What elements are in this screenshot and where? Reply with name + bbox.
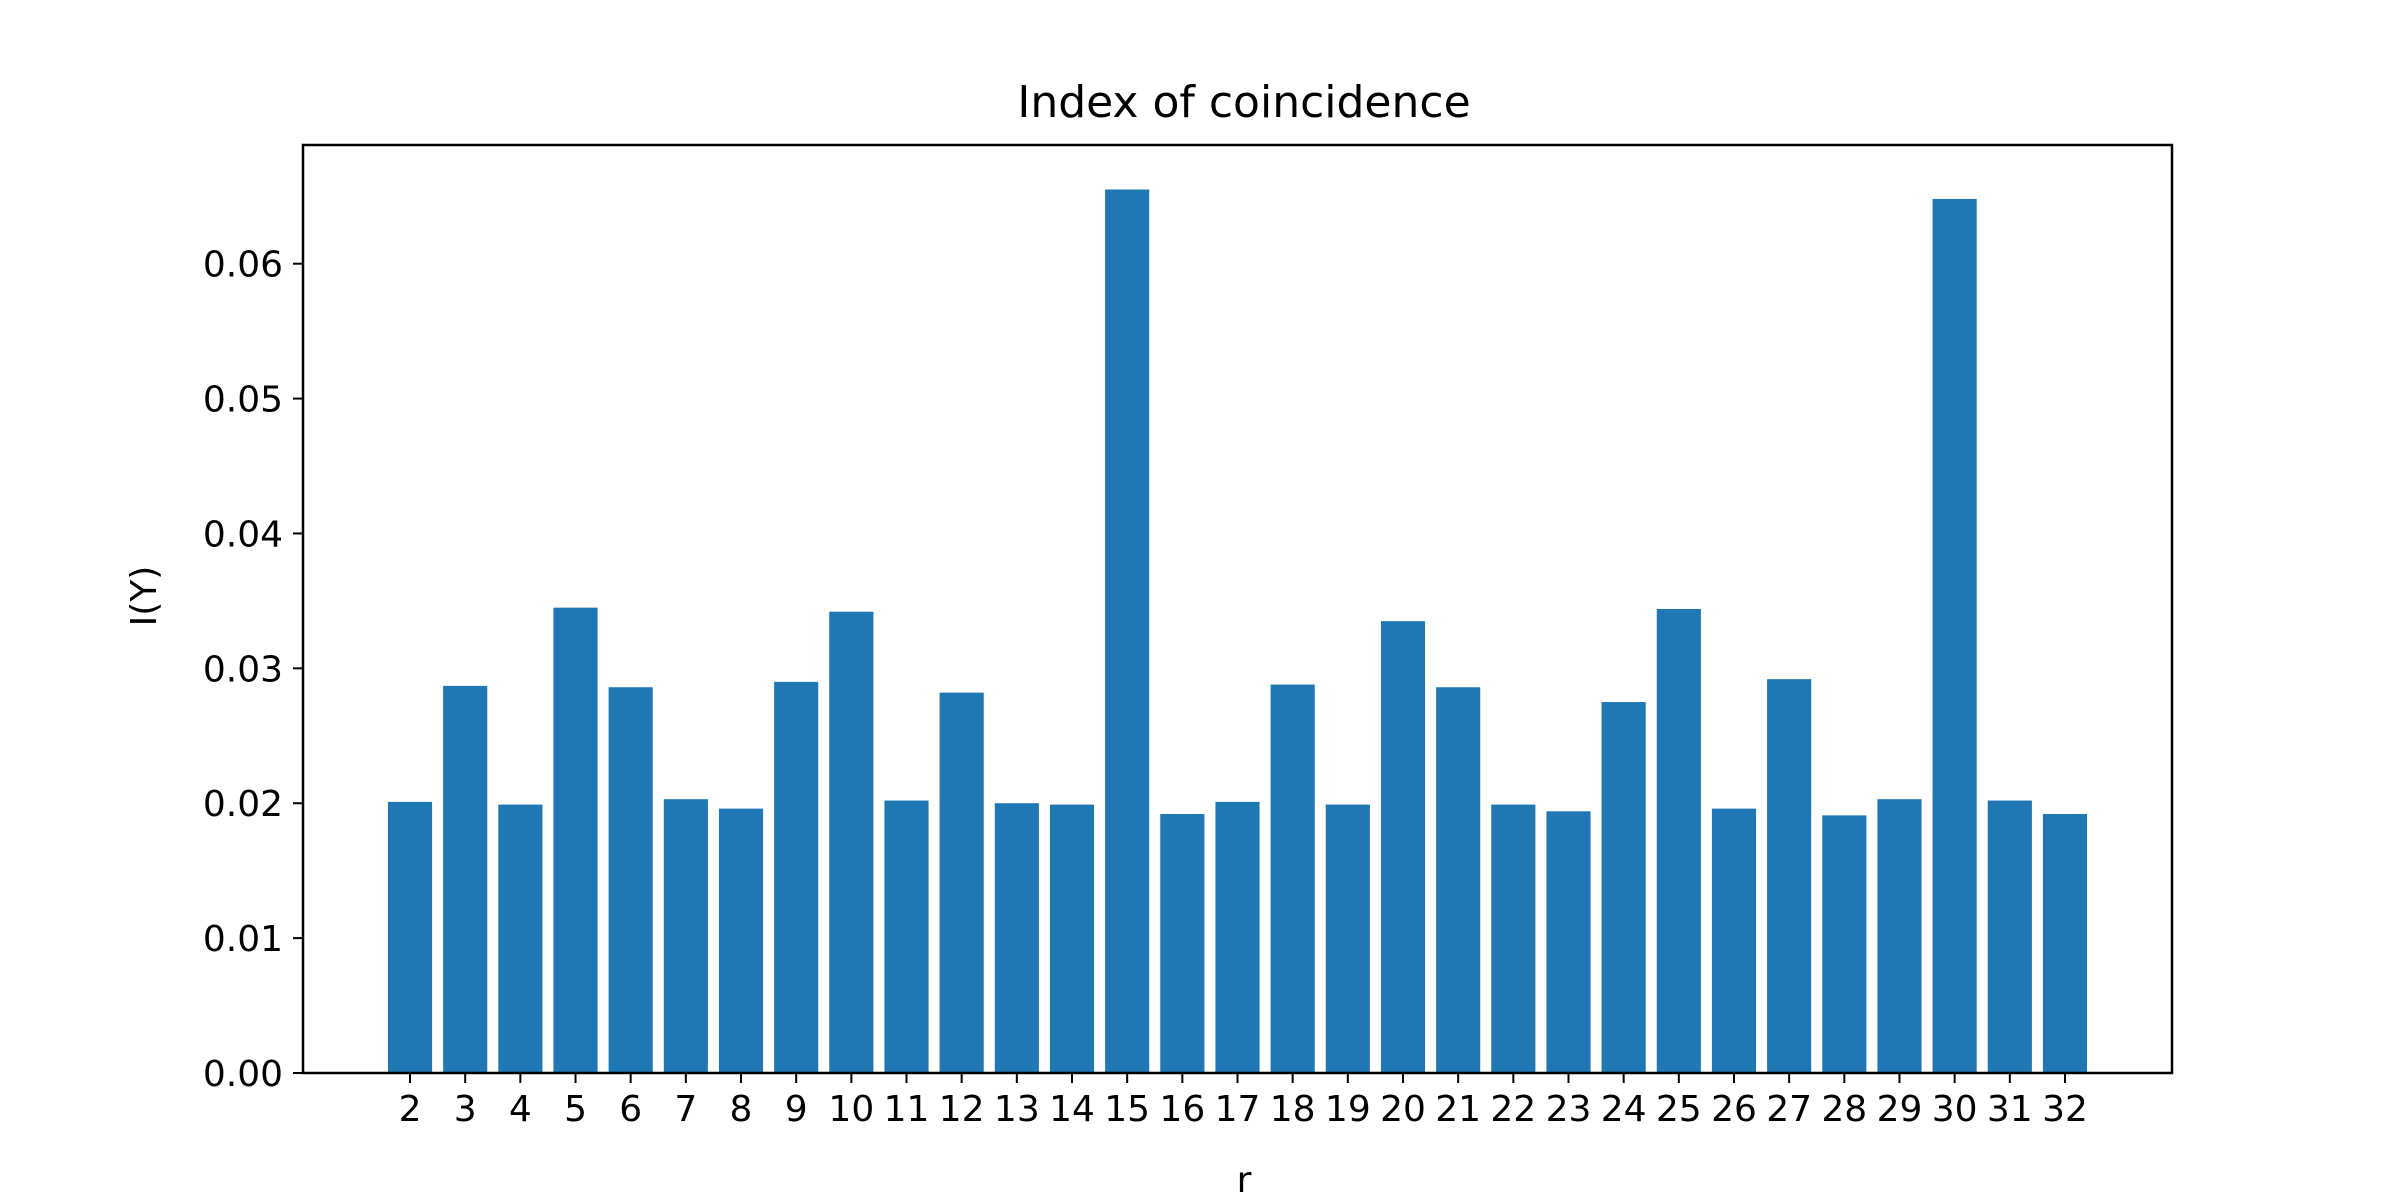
x-tick-label-21: 21 [1435,1089,1481,1130]
bar-18 [1270,684,1315,1073]
y-tick-label-0.05: 0.05 [203,380,283,421]
bar-21 [1436,687,1481,1073]
y-axis-ticks: 0.00 0.01 0.02 0.03 0.04 0.05 0.06 [203,245,303,1095]
x-axis-label: r [1237,1160,1252,1200]
x-tick-label-29: 29 [1877,1089,1923,1130]
plot-frame [301,143,2174,1075]
bars-group [387,189,2088,1074]
bar-3 [443,685,488,1073]
x-tick-label-13: 13 [994,1089,1040,1130]
bar-6 [608,687,653,1073]
bar-27 [1767,679,1812,1073]
bar-14 [1049,804,1095,1073]
bar-12 [939,692,984,1073]
bar-24 [1601,702,1646,1073]
bar-7 [663,799,708,1073]
x-tick-label-22: 22 [1490,1089,1536,1130]
x-tick-label-17: 17 [1215,1089,1261,1130]
x-tick-label-8: 8 [730,1089,753,1130]
x-tick-label-6: 6 [619,1089,642,1130]
bar-16 [1160,814,1205,1073]
bar-5 [553,607,598,1073]
bar-25 [1656,609,1701,1073]
y-axis-label: I(Y) [124,566,165,627]
x-tick-label-24: 24 [1601,1089,1647,1130]
x-tick-label-15: 15 [1104,1089,1150,1130]
x-tick-label-16: 16 [1159,1089,1205,1130]
y-tick-label-0.00: 0.00 [203,1054,283,1095]
y-tick-label-0.01: 0.01 [203,919,283,960]
x-tick-label-10: 10 [828,1089,874,1130]
bar-28 [1822,815,1867,1073]
bar-2 [387,801,433,1073]
bar-23 [1546,811,1591,1073]
bar-19 [1325,804,1370,1073]
x-tick-label-26: 26 [1711,1089,1757,1130]
bar-8 [718,808,764,1073]
chart-title: Index of coincidence [1017,77,1470,128]
x-tick-label-5: 5 [564,1089,587,1130]
bar-29 [1877,799,1922,1073]
x-tick-label-31: 31 [1987,1089,2033,1130]
bar-13 [994,803,1039,1073]
x-tick-label-7: 7 [674,1089,697,1130]
x-tick-label-20: 20 [1380,1089,1426,1130]
bar-32 [2042,814,2088,1073]
y-tick-label-0.03: 0.03 [203,649,283,690]
x-tick-label-25: 25 [1656,1089,1702,1130]
bar-26 [1711,808,1757,1073]
bar-10 [829,611,874,1073]
x-tick-label-9: 9 [785,1089,808,1130]
bar-11 [884,800,929,1073]
bar-9 [774,681,819,1073]
x-tick-label-14: 14 [1049,1089,1095,1130]
x-tick-label-2: 2 [399,1089,422,1130]
x-axis-ticks: 2 3 4 5 6 7 8 9 10 11 12 13 14 15 16 17 18 19 20 21 22 23 24 25… [399,1073,2088,1130]
x-tick-label-23: 23 [1546,1089,1592,1130]
x-tick-label-18: 18 [1270,1089,1316,1130]
y-tick-label-0.04: 0.04 [203,514,283,555]
bar-30 [1932,198,1977,1073]
bar-17 [1215,801,1260,1073]
x-tick-label-32: 32 [2042,1089,2088,1130]
x-tick-label-3: 3 [454,1089,477,1130]
bar-4 [498,804,543,1073]
bar-31 [1987,800,2032,1073]
x-tick-label-12: 12 [939,1089,985,1130]
x-tick-label-4: 4 [509,1089,532,1130]
y-tick-label-0.06: 0.06 [203,245,283,286]
bar-20 [1380,621,1426,1073]
bar-22 [1491,804,1536,1073]
x-tick-label-11: 11 [884,1089,930,1130]
bar-15 [1105,189,1150,1074]
x-tick-label-19: 19 [1325,1089,1371,1130]
x-tick-label-28: 28 [1821,1089,1867,1130]
x-tick-label-27: 27 [1766,1089,1812,1130]
y-tick-label-0.02: 0.02 [203,784,283,825]
x-tick-label-30: 30 [1932,1089,1978,1130]
